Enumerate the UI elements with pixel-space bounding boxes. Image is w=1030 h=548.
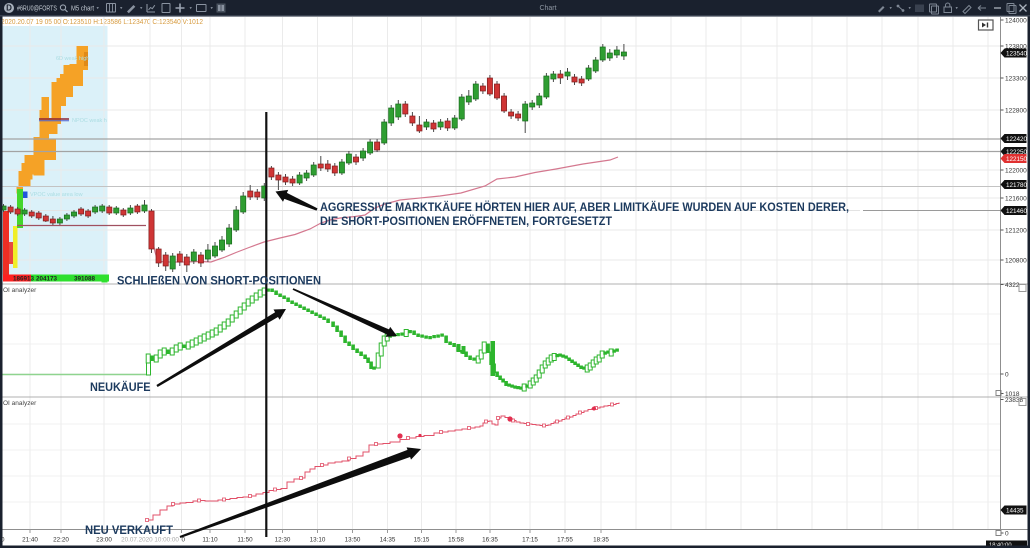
svg-text:13:10: 13:10 <box>310 537 326 544</box>
svg-text:AGGRESSIVE MARKTKÄUFE HÖRTEN H: AGGRESSIVE MARKTKÄUFE HÖRTEN HIER AUF, A… <box>320 201 849 214</box>
svg-text:0: 0 <box>1005 530 1009 537</box>
svg-text:17:15: 17:15 <box>522 537 538 544</box>
svg-text:121780: 121780 <box>1006 182 1028 189</box>
svg-text:0: 0 <box>182 537 186 544</box>
svg-text:11:50: 11:50 <box>237 537 253 544</box>
svg-text:391088: 391088 <box>74 276 96 283</box>
svg-text:14:35: 14:35 <box>380 537 396 544</box>
svg-text:22:20: 22:20 <box>53 537 69 544</box>
svg-text:15:58: 15:58 <box>448 537 464 544</box>
svg-text:0: 0 <box>1 537 5 544</box>
svg-text:21:40: 21:40 <box>22 537 38 544</box>
svg-text:OI analyzer: OI analyzer <box>3 287 37 294</box>
svg-text:Chart: Chart <box>539 5 556 12</box>
svg-text:122150: 122150 <box>1006 156 1028 163</box>
svg-text:122420: 122420 <box>1006 136 1028 143</box>
svg-text:4322: 4322 <box>1005 282 1020 289</box>
svg-text:D: D <box>6 4 12 13</box>
svg-text:23838: 23838 <box>1005 397 1023 404</box>
svg-text:1018: 1018 <box>1005 391 1020 398</box>
svg-text:NPOC weak h: NPOC weak h <box>72 118 107 124</box>
svg-text:12:30: 12:30 <box>275 537 291 544</box>
svg-text:186913: 186913 <box>13 276 35 283</box>
svg-text:122000: 122000 <box>1005 167 1027 174</box>
svg-text:15:15: 15:15 <box>414 537 430 544</box>
svg-text:18:40:00: 18:40:00 <box>989 542 1012 548</box>
svg-text:16:35: 16:35 <box>482 537 498 544</box>
svg-text:2020.20.07 19 05 00 O:123510 H: 2020.20.07 19 05 00 O:123510 H:123586 L:… <box>1 17 203 26</box>
svg-text:122800: 122800 <box>1005 107 1027 114</box>
svg-text:VPOC value area low: VPOC value area low <box>30 192 83 198</box>
svg-text:SCHLIEßEN VON SHORT-POSITIONEN: SCHLIEßEN VON SHORT-POSITIONEN <box>117 276 321 288</box>
svg-text:18:35: 18:35 <box>593 537 609 544</box>
svg-text:123800: 123800 <box>1005 43 1027 50</box>
svg-text:123300: 123300 <box>1005 75 1027 82</box>
svg-text:13:50: 13:50 <box>345 537 361 544</box>
svg-text:OI analyzer: OI analyzer <box>3 400 37 407</box>
svg-text:20.07.2020 10:00:00: 20.07.2020 10:00:00 <box>121 537 179 544</box>
svg-text:121200: 121200 <box>1005 227 1027 234</box>
svg-text:121600: 121600 <box>1005 195 1027 202</box>
svg-text:DIE SHORT-POSITIONEN ERÖFFNETE: DIE SHORT-POSITIONEN ERÖFFNETEN, FORTGES… <box>320 215 612 228</box>
svg-text:121460: 121460 <box>1006 208 1028 215</box>
svg-text:122250: 122250 <box>1006 149 1028 156</box>
svg-text:17:55: 17:55 <box>557 537 573 544</box>
svg-text:NEU VERKAUFT: NEU VERKAUFT <box>85 525 173 537</box>
svg-text:#6RU0@FORTS: #6RU0@FORTS <box>17 4 57 13</box>
svg-text:123540: 123540 <box>1006 50 1028 57</box>
svg-text:11:10: 11:10 <box>202 537 218 544</box>
svg-text:6D weak high: 6D weak high <box>56 56 89 62</box>
svg-text:NEUKÄUFE: NEUKÄUFE <box>90 381 151 394</box>
svg-text:204173: 204173 <box>36 276 58 283</box>
svg-text:124000: 124000 <box>1005 17 1027 24</box>
svg-text:23:00: 23:00 <box>96 537 112 544</box>
svg-text:M5 chart: M5 chart <box>71 4 95 13</box>
svg-text:120800: 120800 <box>1005 257 1027 264</box>
svg-text:14435: 14435 <box>1006 507 1024 514</box>
svg-text:0: 0 <box>1005 371 1009 378</box>
